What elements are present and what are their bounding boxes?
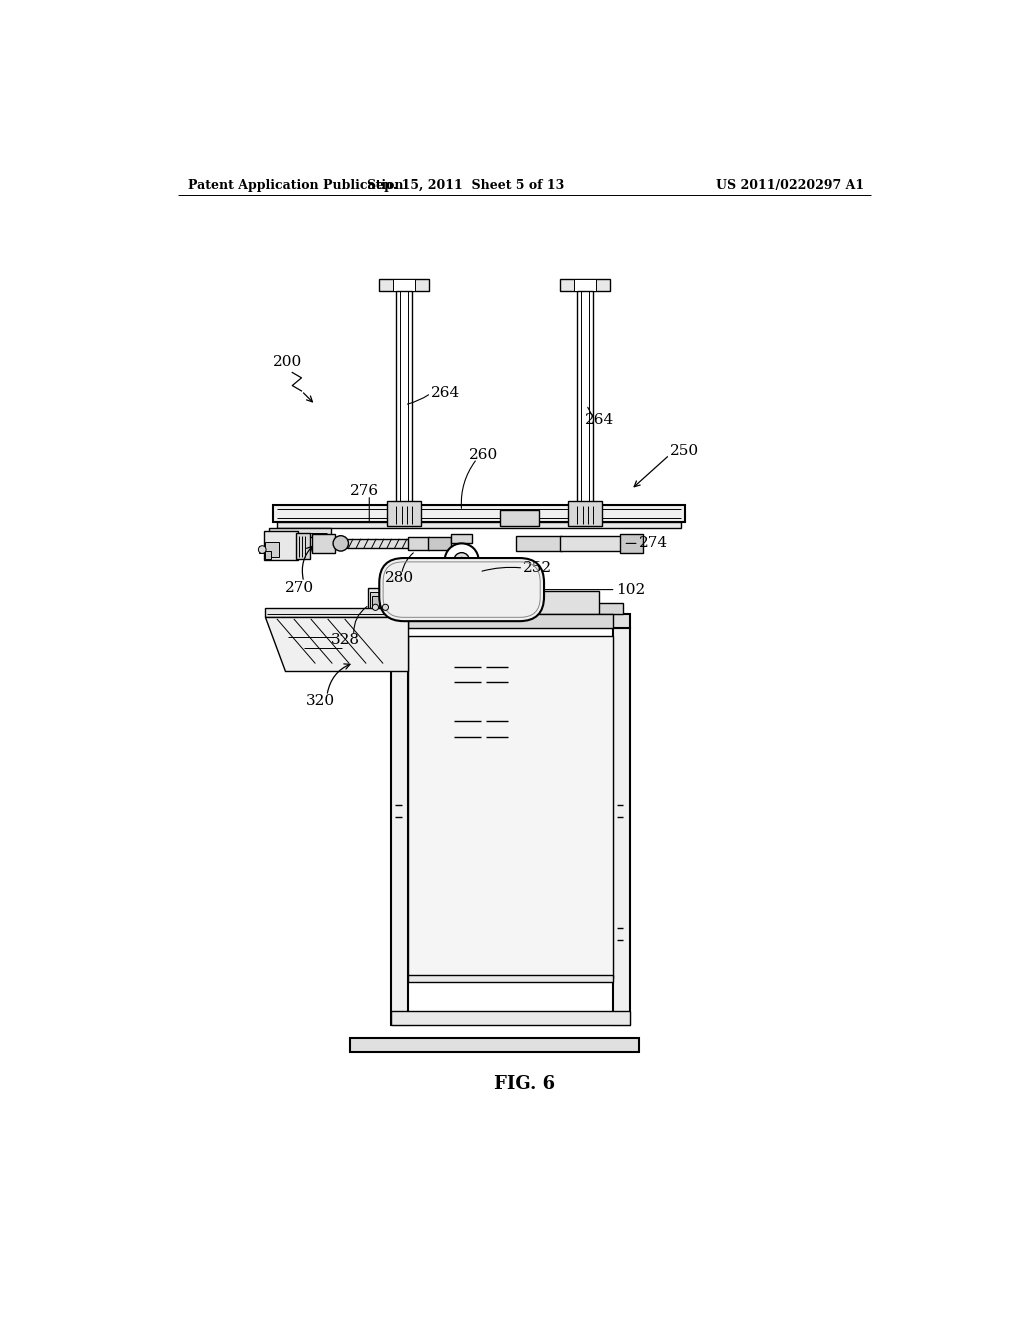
Bar [265,541,280,557]
Bar [259,546,265,553]
Text: 200: 200 [273,355,302,370]
Text: FIG. 6: FIG. 6 [495,1074,555,1093]
Bar [269,528,331,537]
Bar [397,603,624,614]
Bar [387,502,421,525]
Text: 276: 276 [350,484,379,498]
Bar [276,521,681,528]
Text: Sep. 15, 2011  Sheet 5 of 13: Sep. 15, 2011 Sheet 5 of 13 [367,178,564,191]
Text: 328: 328 [331,632,359,647]
Bar [273,506,685,521]
Bar [408,537,429,549]
Circle shape [373,605,379,610]
Circle shape [382,605,388,610]
Circle shape [258,545,266,553]
Bar [422,591,599,614]
Bar [368,589,425,612]
Bar [568,502,602,525]
Text: 274: 274 [639,536,668,550]
Text: 270: 270 [285,581,313,595]
FancyBboxPatch shape [379,558,544,622]
Text: 252: 252 [523,561,552,576]
Bar [500,511,539,525]
Bar [408,974,612,982]
Text: 102: 102 [615,582,645,597]
Bar [265,552,271,558]
Bar [311,535,335,553]
Bar [391,1011,630,1024]
Bar [408,614,612,628]
Bar [408,636,612,978]
Text: US 2011/0220297 A1: US 2011/0220297 A1 [716,178,864,191]
Bar [372,595,379,607]
Text: Patent Application Publication: Patent Application Publication [188,178,403,191]
Bar [612,628,630,1024]
Bar [382,595,389,607]
Bar [396,290,412,506]
Bar [391,614,630,628]
Bar [620,535,643,553]
Text: 264: 264 [585,413,614,428]
Text: 320: 320 [306,694,335,709]
Text: 280: 280 [385,572,414,585]
Polygon shape [265,618,408,671]
Text: 250: 250 [670,444,698,458]
Bar [379,279,429,290]
Bar [370,591,391,610]
Bar [451,535,472,544]
Bar [515,536,562,552]
Bar [265,609,408,618]
Text: 260: 260 [469,447,499,462]
Circle shape [333,536,348,552]
Bar [393,279,415,290]
Bar [264,531,298,561]
Bar [391,628,408,1024]
Bar [560,536,622,552]
Bar [392,599,398,605]
Bar [350,1038,639,1052]
Bar [400,594,419,609]
Circle shape [459,557,465,564]
Bar [428,537,451,549]
Bar [560,279,609,290]
Bar [578,290,593,506]
Text: 264: 264 [431,387,460,400]
Bar [574,279,596,290]
Bar [296,533,310,558]
Bar [347,539,409,548]
Circle shape [454,553,469,568]
Circle shape [444,544,478,577]
